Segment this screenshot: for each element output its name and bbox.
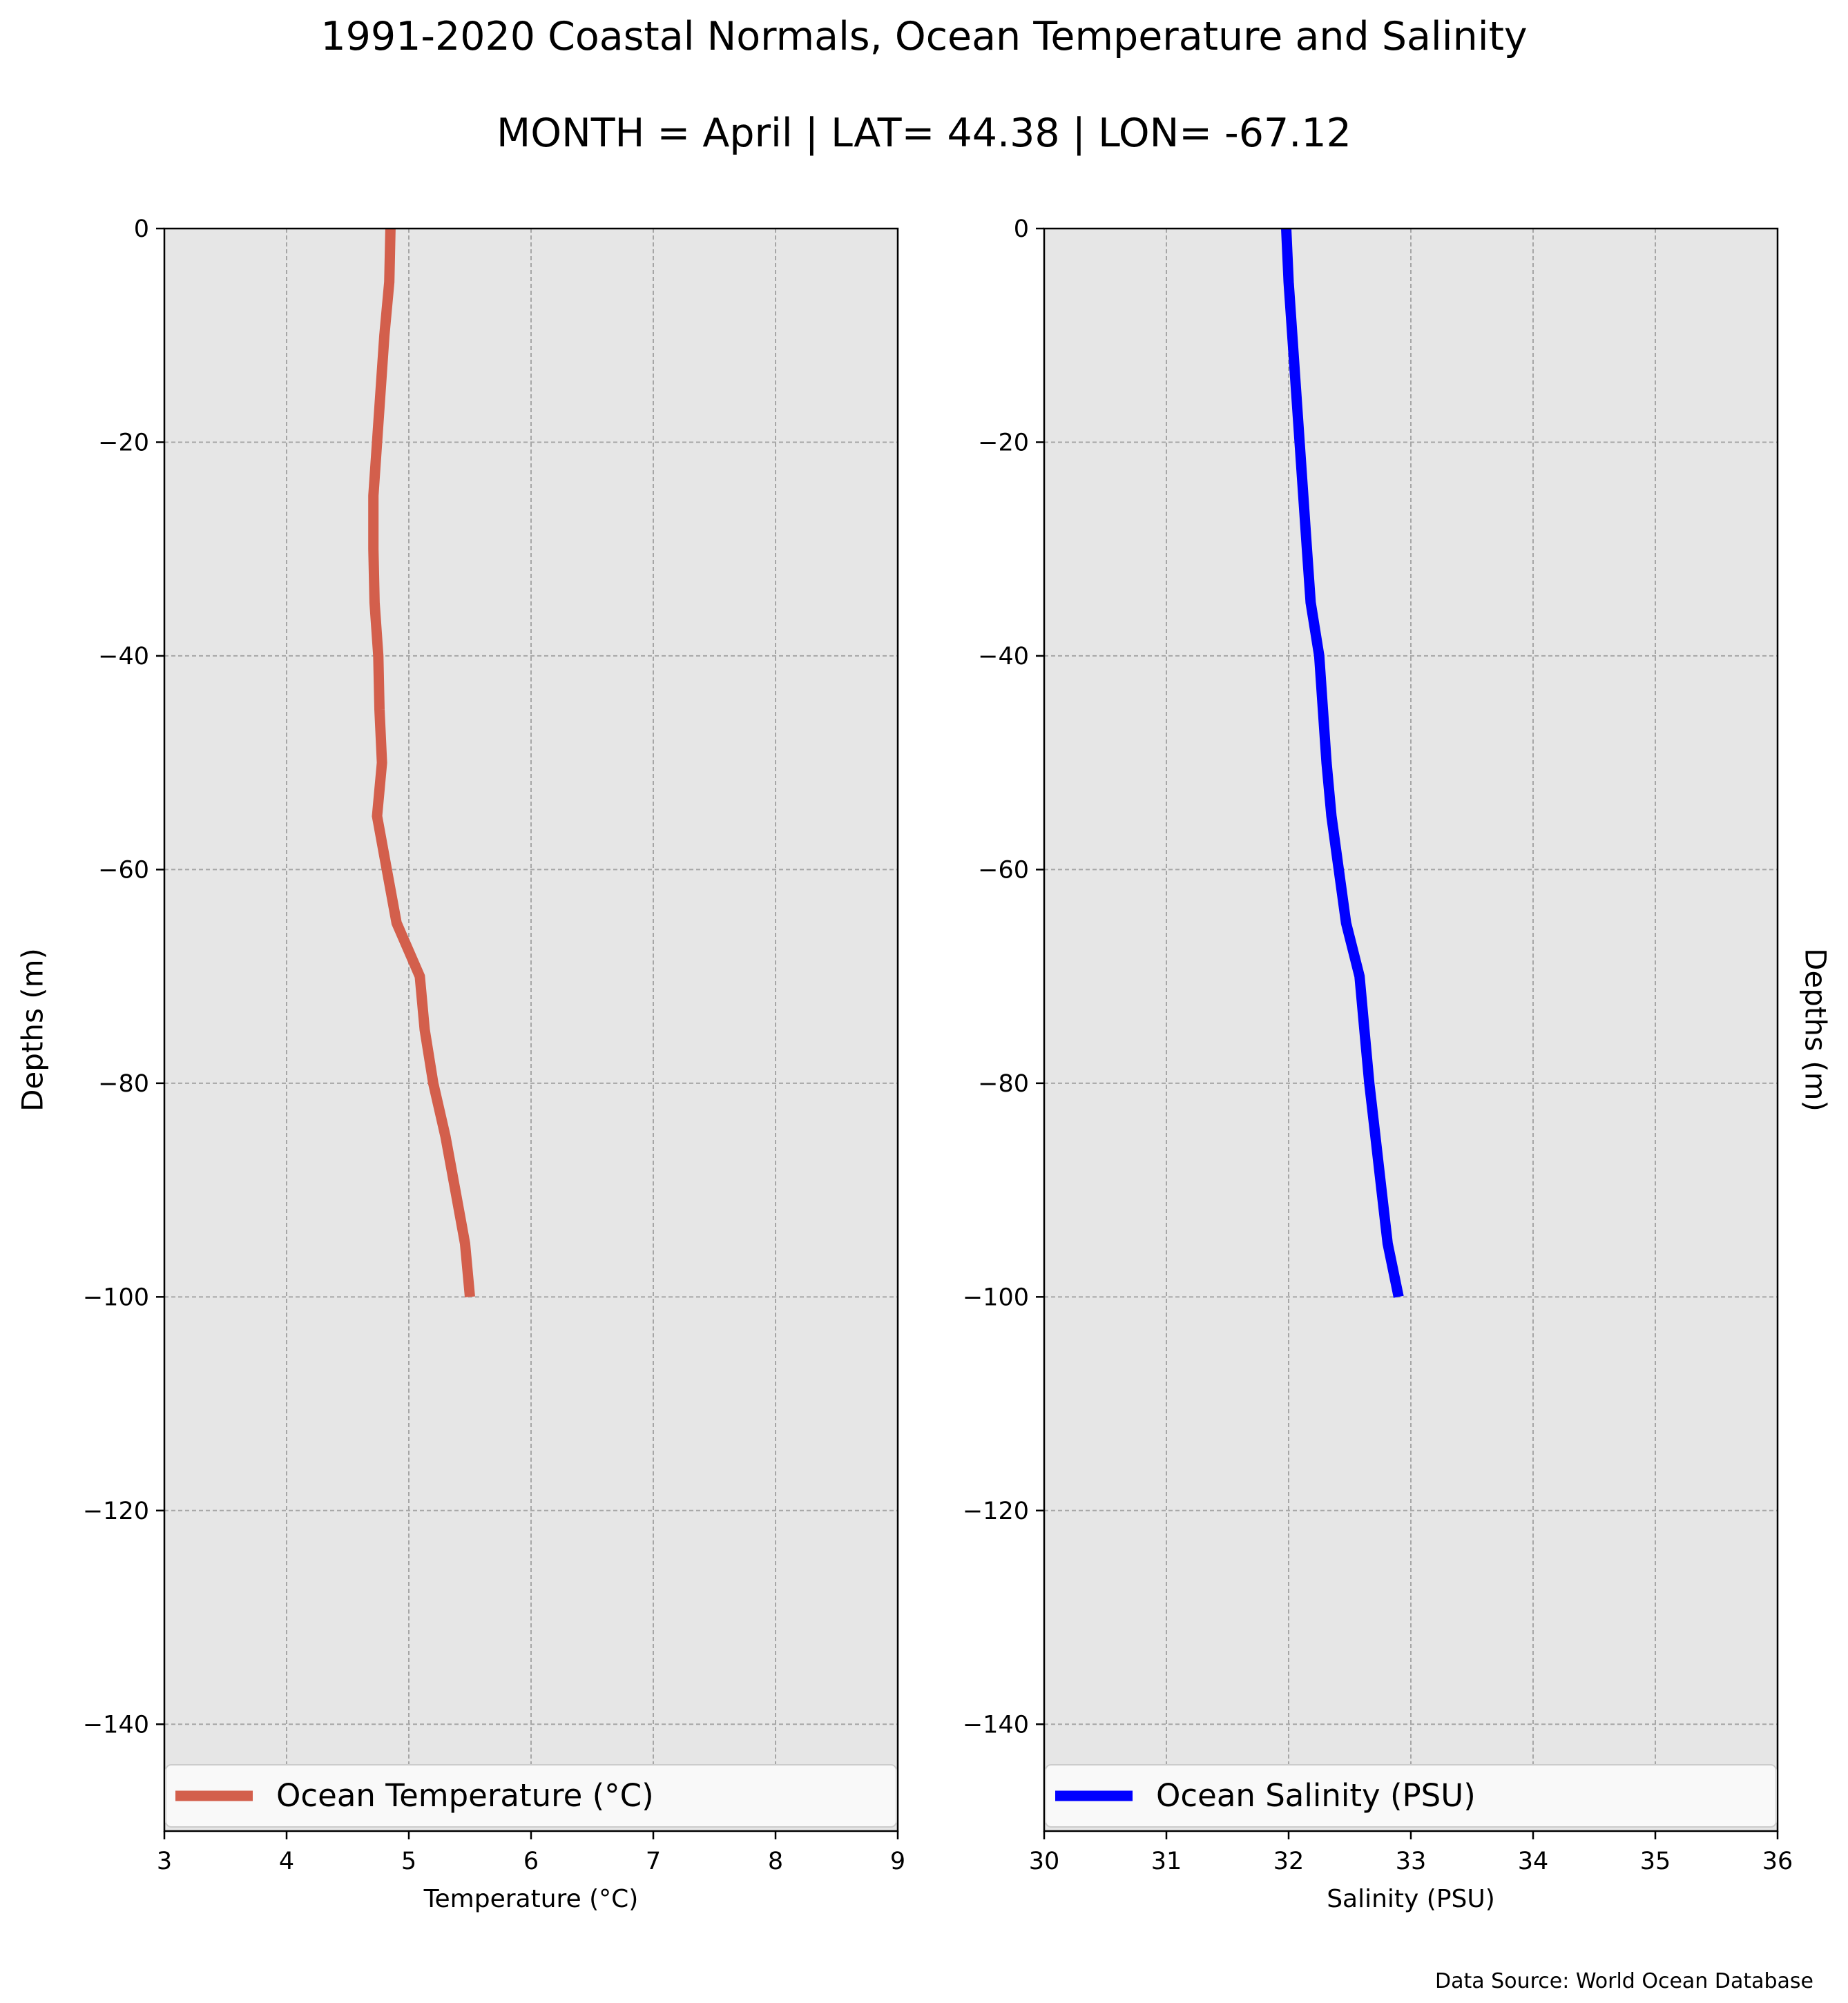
temperature-y-tick-label: −60 [98, 856, 149, 884]
temperature-legend-box [165, 1764, 897, 1828]
salinity-legend: Ocean Salinity (PSU) [1045, 1764, 1777, 1828]
salinity-panel: 30 31 32 33 34 35 36 0 −20 −40 −60 −80 −100 −120 −140 S… [963, 215, 1833, 1913]
salinity-x-tick-label: 32 [1273, 1848, 1305, 1875]
salinity-x-tick-label: 35 [1640, 1848, 1671, 1875]
temperature-x-tick-label: 3 [157, 1848, 172, 1875]
salinity-x-tick-label: 34 [1518, 1848, 1549, 1875]
salinity-y-tick-label: −40 [978, 643, 1029, 670]
temperature-x-tick-label: 4 [279, 1848, 294, 1875]
temperature-y-tick-label: −140 [83, 1711, 149, 1739]
temperature-panel: 3 4 5 6 7 8 9 0 −20 −40 −60 −80 −100 −120 −140 Temperat… [16, 215, 906, 1913]
salinity-y-tick-label: 0 [1014, 215, 1029, 243]
temperature-legend: Ocean Temperature (°C) [165, 1764, 897, 1828]
temperature-y-tick-label: −100 [83, 1284, 149, 1311]
salinity-legend-box [1045, 1764, 1777, 1828]
chart-subtitle: MONTH = April | LAT= 44.38 | LON= -67.12 [497, 110, 1351, 156]
temperature-x-tick-label: 5 [401, 1848, 416, 1875]
salinity-x-axis-label: Salinity (PSU) [1327, 1885, 1495, 1913]
temperature-legend-label: Ocean Temperature (°C) [276, 1777, 654, 1814]
temperature-y-tick-label: −20 [98, 429, 149, 456]
salinity-legend-label: Ocean Salinity (PSU) [1156, 1777, 1476, 1814]
temperature-x-tick-label: 7 [646, 1848, 661, 1875]
salinity-y-tick-label: −100 [963, 1284, 1029, 1311]
salinity-y-axis-label: Depths (m) [1799, 948, 1833, 1112]
temperature-x-axis-label: Temperature (°C) [423, 1885, 639, 1913]
temperature-y-tick-label: −80 [98, 1070, 149, 1098]
temperature-y-axis-label: Depths (m) [16, 948, 50, 1112]
salinity-series-line [1281, 228, 1404, 1298]
temperature-x-tick-label: 9 [890, 1848, 905, 1875]
temperature-x-tick-label: 6 [523, 1848, 539, 1875]
salinity-y-tick-label: −60 [978, 856, 1029, 884]
salinity-y-tick-label: −20 [978, 429, 1029, 456]
temperature-x-tick-label: 8 [768, 1848, 783, 1875]
salinity-x-tick-label: 30 [1029, 1848, 1060, 1875]
temperature-series-line [368, 228, 475, 1297]
salinity-x-tick-label: 31 [1151, 1848, 1182, 1875]
salinity-x-tick-label: 36 [1762, 1848, 1793, 1875]
source-note: Data Source: World Ocean Database [1435, 1969, 1813, 1993]
temperature-y-tick-label: −120 [83, 1498, 149, 1525]
chart-title: 1991-2020 Coastal Normals, Ocean Tempera… [320, 14, 1527, 59]
salinity-y-tick-label: −140 [963, 1711, 1029, 1739]
salinity-y-tick-label: −120 [963, 1498, 1029, 1525]
salinity-x-tick-label: 33 [1396, 1848, 1427, 1875]
temperature-y-tick-label: −40 [98, 643, 149, 670]
salinity-y-tick-label: −80 [978, 1070, 1029, 1098]
temperature-y-tick-label: 0 [134, 215, 149, 243]
